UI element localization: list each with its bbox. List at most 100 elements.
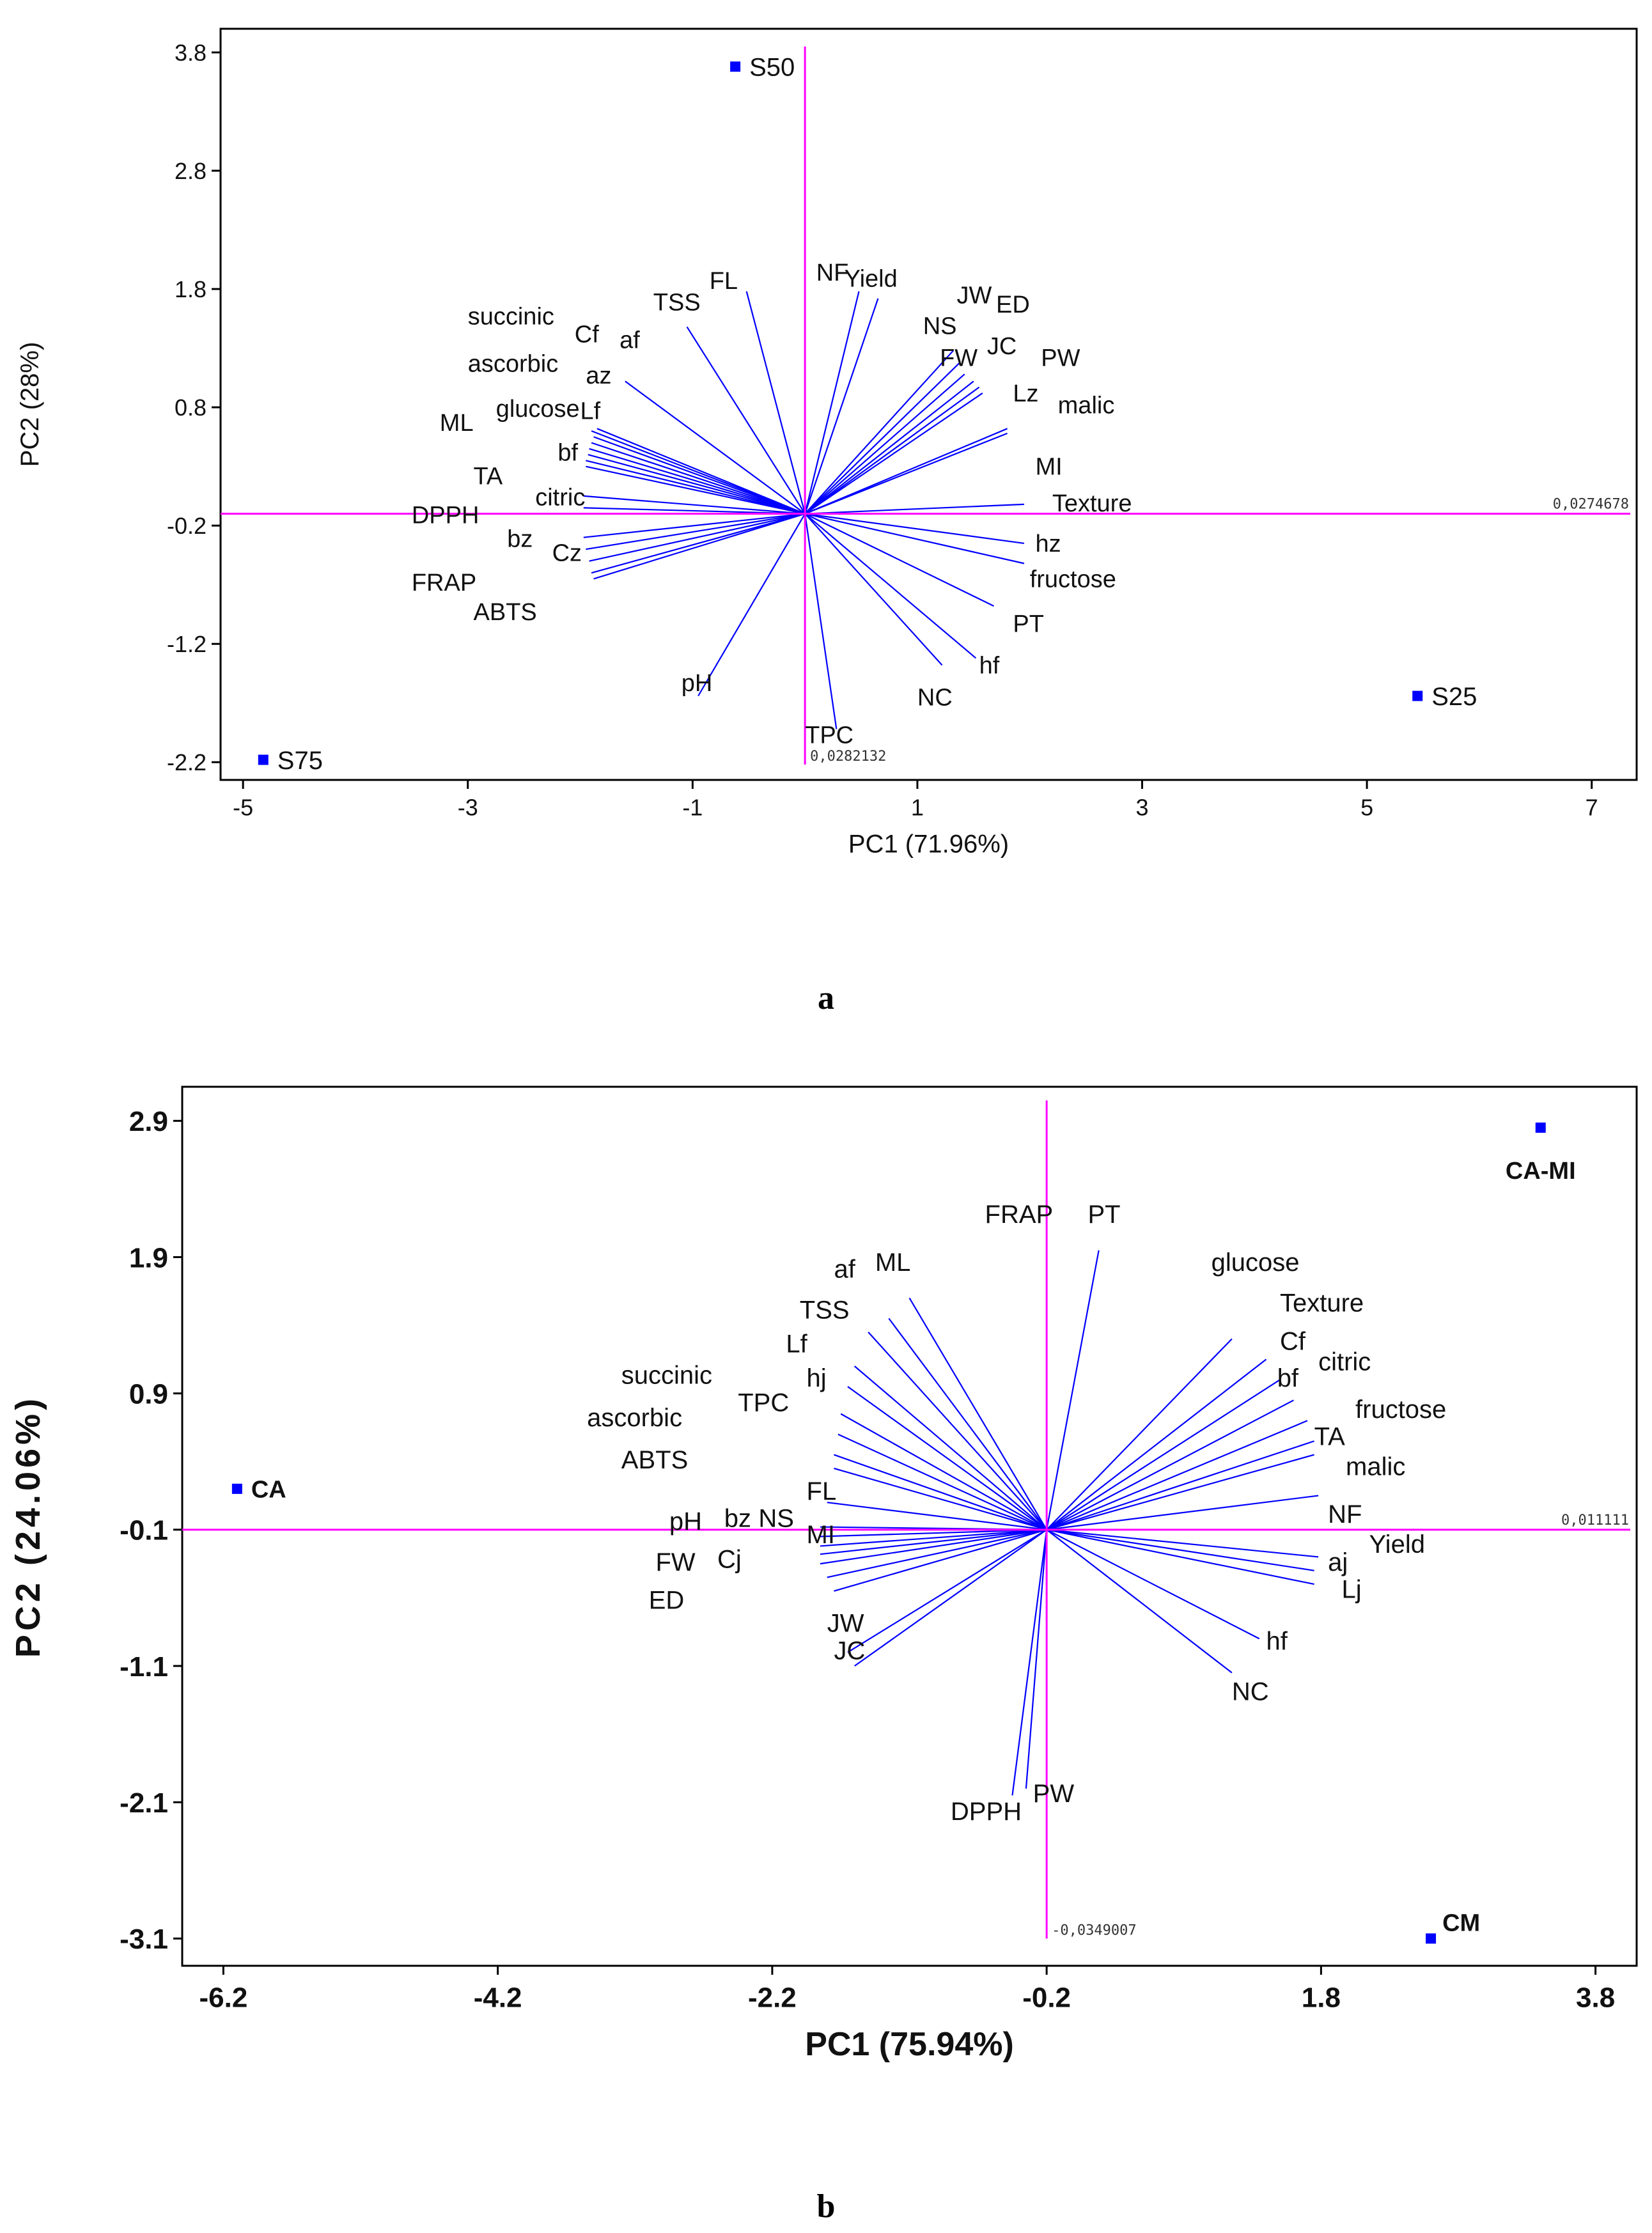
variable-label-nf: NF [816,260,849,286]
vector-succinic [840,1413,1047,1530]
vector-ta [583,495,806,515]
variable-label-ta: TA [1314,1423,1345,1451]
vector-dpph [583,513,806,538]
biplot-panel-a: a 0,0274678 0,0282132 -5 -3 -1 1 3 5 7 3.8 2.8 1.8 0… [16,27,1638,1016]
vector-bz [586,513,806,550]
vector-ml [586,460,806,515]
vector-bf [586,465,806,515]
vector-aj [1046,1529,1314,1571]
y-tick-label: -0.2 [167,513,207,539]
x-axis-scale-label: 0,0274678 [1553,497,1629,513]
variable-label-pt: PT [1088,1201,1121,1229]
y-tick-label: -1.1 [120,1651,168,1683]
point-ca [231,1483,242,1494]
vector-jc [804,386,980,515]
vector-yield [804,298,879,515]
variable-label-pw: PW [1033,1780,1075,1808]
vector-cf [625,380,806,515]
variable-label-nc: NC [917,684,953,711]
variable-label-yield: Yield [1369,1530,1424,1559]
variable-label-hf: hf [979,652,1000,679]
vector-citric [1046,1420,1308,1530]
variable-label-cf: Cf [1280,1327,1306,1355]
vector-jc [854,1529,1047,1667]
vector-citric [583,507,806,515]
vector-pw [1025,1529,1048,1789]
vector-frap [591,513,806,574]
variable-label-fw: FW [655,1548,695,1576]
point-ca-mi [1535,1122,1546,1133]
vector-tpc [804,513,838,729]
vector-ns [804,350,954,515]
vector-pt [1046,1250,1100,1530]
variable-label-citric: citric [535,485,585,511]
vector-mi [805,503,1024,515]
variable-label-frap: FRAP [412,570,476,596]
variable-label-nf: NF [1328,1500,1362,1529]
x-axis-title: PC1 (71.96%) [848,830,1009,858]
variable-label-lj: Lj [1342,1575,1362,1603]
point-cm [1426,1933,1437,1944]
y-tick-label: -3.1 [120,1924,168,1955]
plot-frame [219,27,1638,781]
vector-hj [847,1386,1047,1530]
vector-lz [804,428,1008,515]
point-label-s50: S50 [749,54,795,82]
vector-fructose [804,513,1025,564]
variable-label-bz: bz [507,525,533,552]
vector-lf [589,447,806,515]
panel-b-caption: b [817,2188,836,2225]
variable-label-glucose: glucose [1212,1249,1300,1277]
y-tick-label: 1.9 [129,1242,168,1273]
variable-label-texture: Texture [1052,490,1132,517]
y-tick-label: 2.9 [129,1106,168,1137]
variable-label-abts: ABTS [621,1446,688,1474]
vector-tss [686,326,806,515]
x-tick-label: -2.2 [748,1982,797,2014]
y-tick-label: -2.2 [167,749,207,775]
vector-pt [804,513,994,607]
variable-label-cf: Cf [575,321,599,348]
variable-label-bz: bz [724,1505,751,1533]
vector-fl [827,1502,1047,1530]
variable-label-ph: pH [682,670,713,697]
y-tick-label: 0.8 [175,394,207,421]
vector-pw [804,393,983,515]
vector-malic [1046,1495,1319,1530]
point-label-s25: S25 [1431,683,1477,711]
variable-label-az: az [586,362,611,389]
variable-label-af: af [620,327,640,354]
vector-fw [827,1529,1047,1578]
vector-af [888,1318,1048,1530]
x-tick-label: -6.2 [199,1982,247,2014]
vector-nc [804,513,943,666]
variable-label-abts: ABTS [474,599,537,626]
variable-label-lz: Lz [1013,380,1038,407]
vector-nf [804,291,860,514]
y-tick-label: 2.8 [175,158,207,184]
variable-label-succinic: succinic [621,1362,712,1390]
vector-ns [820,1529,1047,1547]
vector-fw [804,380,974,515]
variable-label-aj: aj [1328,1548,1348,1576]
variable-label-citric: citric [1318,1348,1371,1376]
vector-af [596,428,806,515]
y-tick-label: 1.8 [175,276,207,302]
variable-label-bf: bf [1277,1364,1299,1392]
vector-ta [1046,1454,1314,1530]
vector-ml [908,1297,1048,1530]
variable-label-hz: hz [1036,531,1061,557]
vector-yield [1047,1529,1319,1558]
vector-ed [834,1529,1047,1592]
vector-bf [1046,1399,1294,1530]
biplot-panel-b: b 0,011111 -0,0349007 -6.2 -4.2 -2.2 -0.2 1.8 3… [9,1085,1638,2225]
variable-label-bf: bf [557,439,578,466]
vector-nc [1046,1529,1233,1674]
vector-ed [804,373,965,515]
variable-label-ns: NS [923,313,957,339]
x-tick-label: -1 [682,794,703,820]
variable-label-ta: TA [474,463,503,490]
variable-label-tss: TSS [653,289,701,316]
